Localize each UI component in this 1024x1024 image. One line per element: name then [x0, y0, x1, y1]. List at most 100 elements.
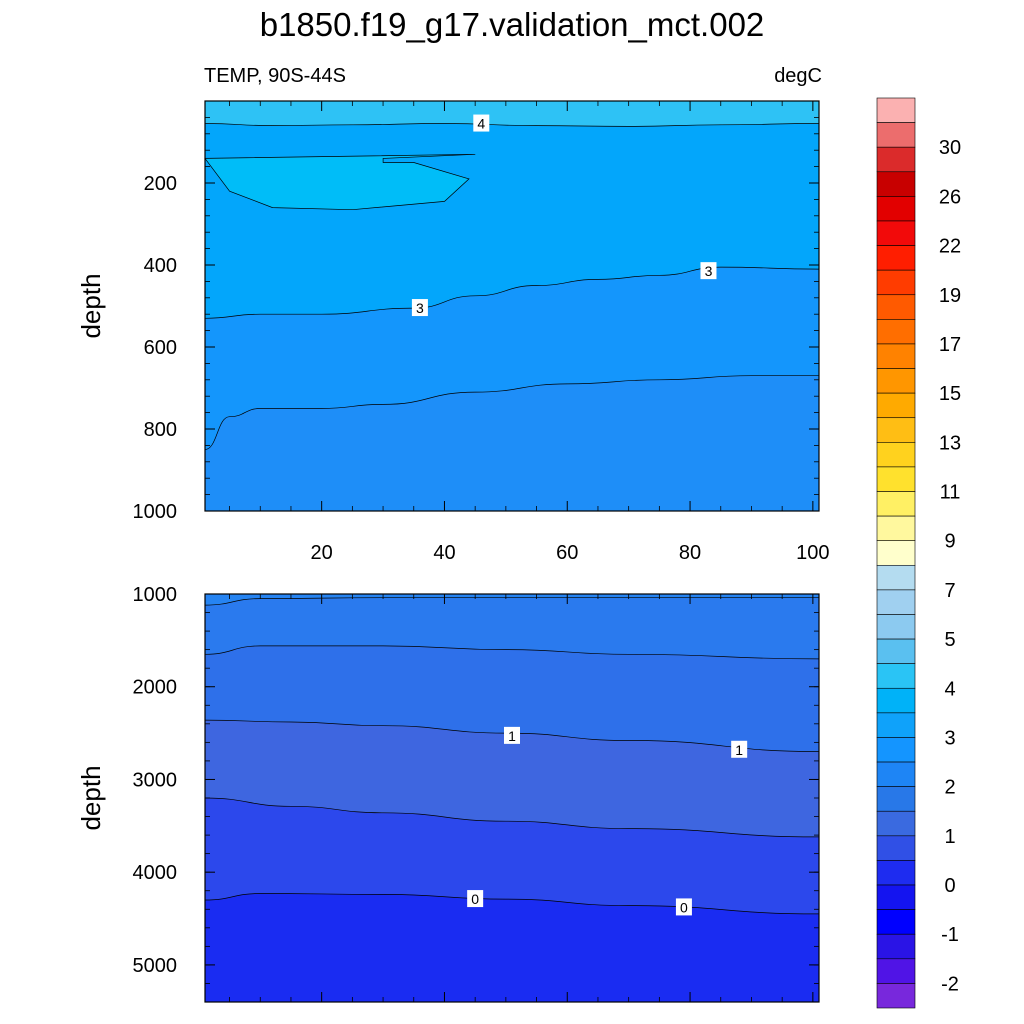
colorbar-label: 30 [939, 137, 961, 159]
colorbar-cell [876, 466, 916, 492]
colorbar-cell [876, 319, 916, 345]
colorbar-label: 19 [939, 285, 961, 307]
upper-ytick-label: 1000 [133, 501, 178, 523]
lower-contour-label-bg [731, 740, 748, 758]
colorbar-cell [876, 196, 916, 222]
colorbar-cell [876, 343, 916, 369]
upper-contour-lobe [204, 153, 476, 211]
colorbar-cell [876, 97, 916, 123]
colorbar-cell [876, 122, 916, 148]
lower-contour-label: 1 [735, 742, 743, 758]
upper-contour-label-bg [411, 299, 428, 317]
upper-xtick-label: 20 [311, 542, 333, 564]
colorbar-cell [876, 294, 916, 320]
upper-contour-label: 3 [705, 263, 713, 279]
colorbar-cell [876, 810, 916, 837]
colorbar-cell [876, 909, 916, 935]
upper-plot-frame [204, 100, 820, 512]
variable-label: TEMP, 90S-44S [204, 65, 346, 87]
colorbar-label: 15 [939, 383, 961, 405]
colorbar-cell [876, 860, 916, 886]
upper-ytick-label: 600 [144, 337, 177, 359]
colorbar-cell [876, 884, 916, 910]
colorbar-label: 3 [944, 727, 955, 749]
colorbar-label: 17 [939, 334, 961, 356]
lower-contour-line-1.75 [204, 597, 819, 606]
colorbar-cell [876, 564, 916, 591]
lower-panel: 1 1 0 0 1000 2000 3000 4000 5000 depth [76, 584, 820, 1003]
colorbar-cell [876, 392, 916, 419]
colorbar-cell [876, 491, 916, 517]
colorbar-cell [876, 761, 916, 787]
colorbar-label: 26 [939, 186, 961, 208]
upper-contour-label-bg [473, 114, 490, 132]
colorbar-label: 11 [940, 482, 961, 504]
colorbar-label: -1 [941, 924, 959, 946]
colorbar-cell [876, 614, 916, 640]
colorbar-cell [876, 835, 916, 861]
colorbar: 30 26 22 19 17 15 13 11 9 7 5 4 3 2 1 0 -1 -2 [876, 97, 961, 1009]
colorbar-cell [876, 958, 916, 984]
colorbar-label: 9 [944, 531, 955, 553]
colorbar-cell [876, 589, 916, 615]
upper-contour-line-3 [204, 266, 820, 319]
colorbar-cell [876, 687, 916, 714]
upper-xtick-label: 80 [679, 542, 701, 564]
lower-ytick-label: 4000 [133, 862, 178, 884]
colorbar-cell [876, 146, 916, 173]
lower-contour-label-bg [504, 726, 520, 744]
colorbar-cell [876, 171, 916, 197]
colorbar-cell [876, 515, 916, 542]
units-label: degC [774, 65, 822, 87]
upper-xtick-label: 100 [796, 542, 829, 564]
upper-ylabel: depth [76, 273, 106, 338]
lower-contour-label-bg [675, 898, 692, 916]
lower-ytick-label: 3000 [133, 769, 178, 791]
colorbar-label: 0 [944, 875, 955, 897]
lower-contour-line-0.5 [204, 797, 820, 838]
upper-contour-line-4 [204, 123, 820, 127]
upper-band-surface [205, 101, 819, 127]
colorbar-label: 13 [939, 432, 961, 454]
lower-ytick-label: 2000 [133, 677, 178, 699]
colorbar-label: 22 [939, 236, 961, 258]
upper-ytick-label: 800 [144, 419, 177, 441]
lower-contour-label: 0 [680, 899, 688, 915]
colorbar-cell [876, 417, 916, 443]
lower-ytick-label: 1000 [133, 584, 178, 606]
upper-contour-line-2.5 [204, 375, 819, 450]
lower-contour-label: 0 [471, 891, 479, 907]
upper-panel: 4 3 3 200 400 600 800 1000 20 40 60 80 100 depth [76, 100, 830, 564]
colorbar-cell [876, 786, 916, 812]
lower-band-1.5 [205, 594, 819, 659]
upper-band-3 [205, 101, 819, 319]
upper-xtick-label: 40 [433, 542, 455, 564]
lower-contour-line-1 [204, 719, 820, 752]
upper-xtick-label: 60 [556, 542, 578, 564]
colorbar-cell [876, 442, 916, 468]
upper-contour-label-bg [700, 262, 717, 280]
colorbar-label: 5 [944, 629, 955, 651]
lower-ytick-label: 5000 [133, 955, 178, 977]
upper-ytick-label: 200 [144, 173, 177, 195]
upper-contour-label: 4 [477, 116, 485, 132]
colorbar-label: 4 [944, 678, 955, 700]
colorbar-label: 2 [944, 777, 955, 799]
colorbar-cell [876, 983, 916, 1009]
chart-title: b1850.f19_g17.validation_mct.002 [260, 6, 765, 43]
colorbar-cell [876, 638, 916, 664]
colorbar-cell [876, 368, 916, 394]
colorbar-cell [876, 737, 916, 763]
colorbar-cell [876, 245, 916, 271]
colorbar-cell [876, 933, 916, 960]
colorbar-cell [876, 269, 916, 296]
lower-contour-line-1.5 [204, 645, 820, 660]
colorbar-cell [876, 663, 916, 689]
lower-band-1.75 [205, 594, 819, 606]
lower-ylabel: depth [76, 765, 106, 830]
lower-contour-label: 1 [508, 728, 516, 744]
upper-contour-label: 3 [416, 300, 424, 316]
colorbar-label: 1 [944, 826, 955, 848]
colorbar-cell [876, 540, 916, 566]
